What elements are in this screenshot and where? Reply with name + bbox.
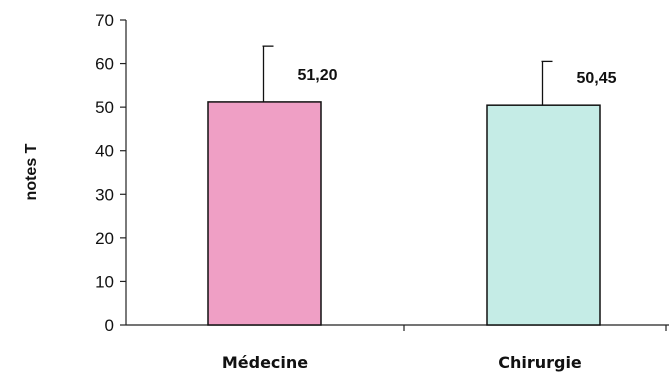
data-label-1: 50,45 [576, 70, 616, 87]
y-tick-label: 50 [95, 98, 114, 117]
y-tick-label: 20 [95, 229, 114, 248]
x-axis-labels: Médecine Chirurgie [222, 353, 582, 372]
y-tick-label: 40 [95, 142, 114, 161]
x-category-label-1: Chirurgie [498, 353, 582, 372]
y-axis-title: notes T [23, 143, 40, 200]
bars: 51,20 50,45 [207, 45, 617, 326]
bar-1 [486, 104, 601, 326]
bar-0 [207, 101, 322, 326]
y-tick-label: 30 [95, 185, 114, 204]
x-category-label-0: Médecine [222, 353, 308, 372]
y-tick-label: 10 [95, 272, 114, 291]
y-axis-ticks: 0 10 20 30 40 50 60 70 [95, 11, 667, 335]
y-tick-label: 60 [95, 55, 114, 74]
data-label-0: 51,20 [297, 67, 337, 84]
y-tick-label: 70 [95, 11, 114, 30]
y-tick-label: 0 [105, 316, 114, 335]
